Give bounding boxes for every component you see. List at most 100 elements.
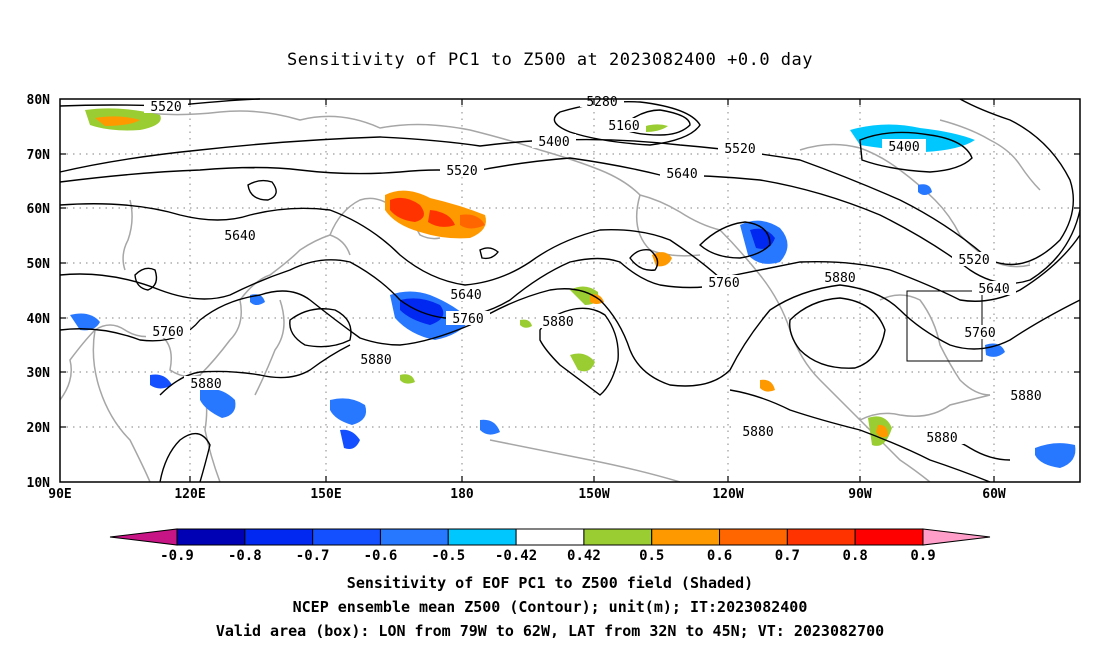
svg-text:5160: 5160 [608,119,639,134]
latitude-labels: 80N 70N 60N 50N 40N 30N 20N 10N [27,93,51,491]
colorbar-tick-label: -0.9 [160,548,194,564]
contour-label-19: 5880 [818,270,862,286]
lon-label: 120W [712,487,743,502]
contour-label-23: 5880 [736,424,780,440]
contour-label-18: 5760 [146,324,190,340]
map-frame [59,98,1081,483]
colorbar-tick-label: -0.5 [431,548,465,564]
colorbar: -0.9 -0.8 -0.7 -0.6 -0.5 -0.42 0.42 0.5 0.6 0.7 0.… [109,528,991,564]
caption-line-1: Sensitivity of EOF PC1 to Z500 field (Sh… [346,574,754,592]
colorbar-swatch [719,528,788,546]
lon-label: 60W [982,487,1006,502]
lat-label: 10N [27,476,51,491]
colorbar-swatch [447,528,517,546]
colorbar-swatch [583,528,653,546]
longitude-labels: 90E 120E 150E 180 150W 120W 90W 60W [48,487,1006,502]
contour-label-24: 5880 [920,430,964,446]
colorbar-swatch [379,528,449,546]
lat-label: 60N [27,202,51,217]
contour-label-22: 5880 [1004,388,1048,404]
colorbar-labels: -0.9 -0.8 -0.7 -0.6 -0.5 -0.42 0.42 0.5 0.6 0.7 0.… [160,548,936,564]
colorbar-tick-label: -0.7 [296,548,330,564]
svg-text:5880: 5880 [542,315,573,330]
contour-label-4: 5400 [532,134,576,150]
lon-label: 90E [48,487,71,502]
colorbar-swatch [922,528,991,546]
lon-label: 150E [310,487,341,502]
contour-label-6: 5640 [660,166,704,182]
svg-text:5880: 5880 [926,431,957,446]
colorbar-swatch [786,528,856,546]
contour-label-17: 5760 [958,325,1002,341]
lat-label: 80N [27,93,51,108]
contour-label-12: 5880 [536,314,580,330]
contour-label-16: 5640 [972,281,1016,297]
lat-label: 40N [27,312,51,327]
svg-text:5400: 5400 [538,135,569,150]
lat-label: 20N [27,421,51,436]
contour-label-15: 5520 [952,252,996,268]
svg-text:5280: 5280 [586,95,617,110]
contour-label-11: 5760 [446,311,490,327]
svg-text:5640: 5640 [450,288,481,303]
contour-label-5: 5520 [440,163,484,179]
svg-text:5520: 5520 [724,142,755,157]
svg-text:5760: 5760 [964,326,995,341]
contour-label-8: 5640 [218,228,262,244]
svg-text:5880: 5880 [1010,389,1041,404]
svg-text:5400: 5400 [888,140,919,155]
contour-label-9: 5400 [882,139,926,155]
colorbar-tick-label: -0.42 [495,548,537,564]
figure-title: Sensitivity of PC1 to Z500 at 2023082400… [286,50,813,70]
colorbar-swatch [515,528,585,546]
contour-label-21: 5880 [184,376,228,392]
colorbar-swatch [651,528,721,546]
contour-label-20: 5880 [354,352,398,368]
contour-label-10: 5640 [444,287,488,303]
svg-text:5880: 5880 [360,353,391,368]
colorbar-swatches [109,528,991,546]
colorbar-swatch [176,528,246,546]
colorbar-swatch [244,528,314,546]
axis-tick-marks [60,99,1080,482]
colorbar-tick-label: 0.8 [843,548,868,564]
svg-text:5880: 5880 [742,425,773,440]
colorbar-tick-label: -0.6 [364,548,398,564]
contour-label-3: 5160 [602,118,646,134]
colorbar-tick-label: 0.7 [775,548,800,564]
svg-text:5520: 5520 [446,164,477,179]
lon-label: 90W [848,487,872,502]
svg-text:5640: 5640 [978,282,1009,297]
lon-label: 150W [578,487,609,502]
contour-label-14: 5760 [702,275,746,291]
colorbar-tick-label: 0.9 [910,548,935,564]
coastlines [59,109,1041,483]
sensitivity-shading [70,108,1076,468]
lat-label: 50N [27,257,51,272]
svg-text:5880: 5880 [190,377,221,392]
colorbar-tick-label: -0.8 [228,548,262,564]
caption-line-3: Valid area (box): LON from 79W to 62W, L… [215,622,885,640]
lon-label: 180 [450,487,474,502]
lat-label: 70N [27,148,51,163]
svg-text:5880: 5880 [824,271,855,286]
colorbar-tick-label: 0.6 [707,548,732,564]
colorbar-swatch [312,528,381,546]
colorbar-swatch [109,528,178,546]
lat-label: 30N [27,366,51,381]
svg-text:5520: 5520 [150,100,181,115]
colorbar-swatch [854,528,924,546]
colorbar-tick-label: 0.42 [567,548,601,564]
lon-label: 120E [174,487,205,502]
contour-label-1: 5520 [144,99,188,115]
contour-label-7: 5520 [718,141,762,157]
contour-label-2: 5280 [580,95,624,110]
caption-line-2: NCEP ensemble mean Z500 (Contour); unit(… [292,598,808,616]
svg-text:5640: 5640 [224,229,255,244]
colorbar-tick-label: 0.5 [639,548,664,564]
map-panel: 5520 5280 5160 5400 5520 5640 5520 5640 … [27,93,1081,502]
svg-text:5760: 5760 [152,325,183,340]
svg-text:5760: 5760 [708,276,739,291]
contour-label-layer: 5520 5280 5160 5400 5520 5640 5520 5640 … [144,95,1048,446]
